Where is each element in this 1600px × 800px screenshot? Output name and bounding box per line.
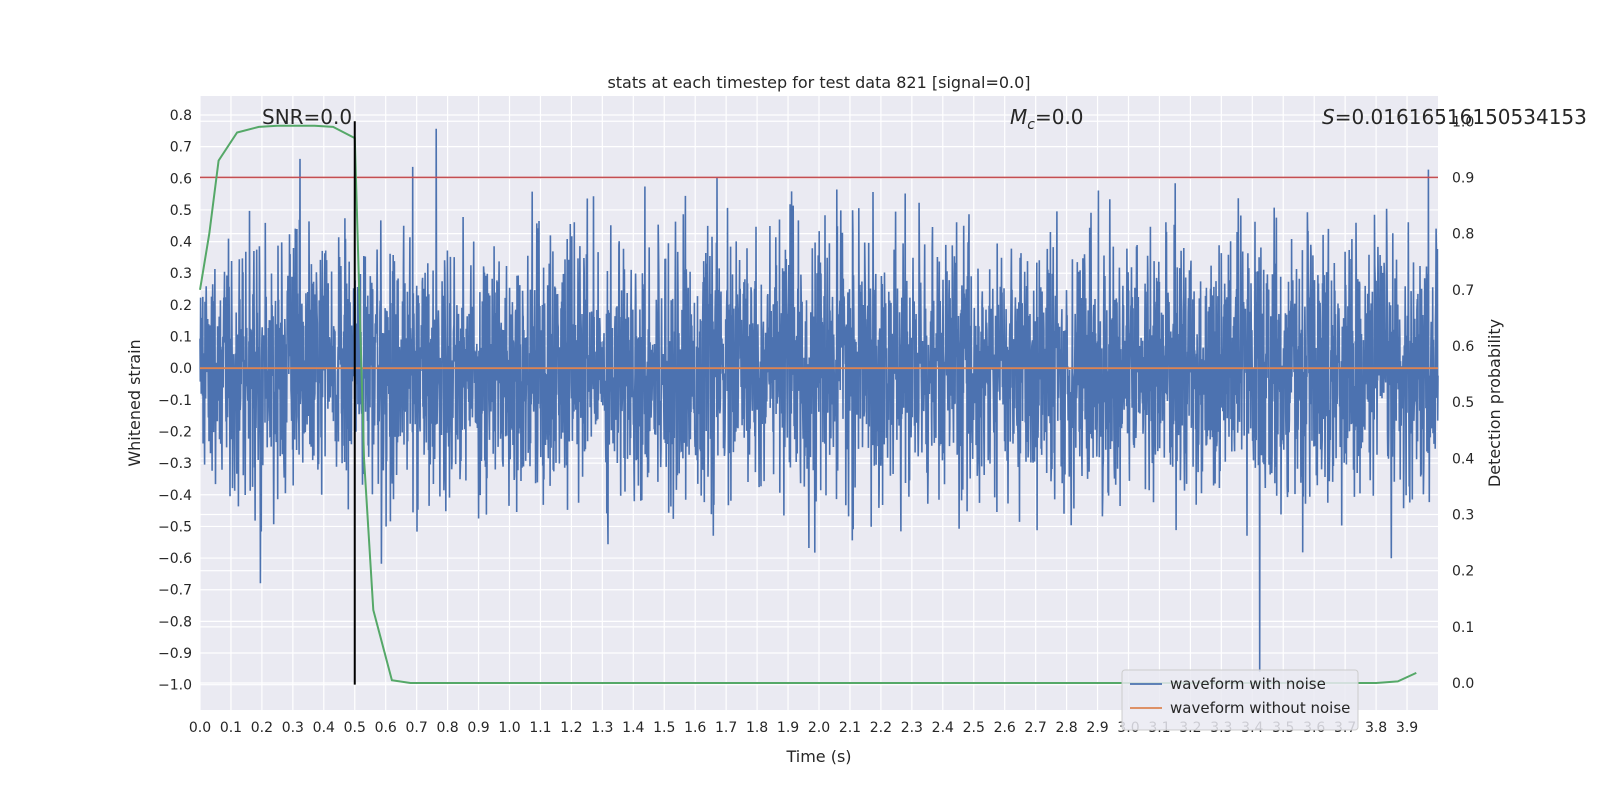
y2-tick-label: 0.4 bbox=[1452, 451, 1474, 467]
legend-box bbox=[1121, 669, 1359, 731]
x-tick-label: 0.0 bbox=[189, 720, 211, 736]
y-tick-label: −0.6 bbox=[158, 551, 192, 567]
y-tick-label: −1.0 bbox=[158, 678, 192, 694]
x-tick-label: 2.5 bbox=[963, 720, 985, 736]
legend-label-noise: waveform with noise bbox=[1170, 675, 1326, 693]
x-tick-label: 0.3 bbox=[282, 720, 304, 736]
x-tick-label: 0.9 bbox=[467, 720, 489, 736]
x-tick-label: 2.3 bbox=[901, 720, 923, 736]
y2-tick-label: 0.2 bbox=[1452, 564, 1474, 580]
y-tick-label: −0.9 bbox=[158, 646, 192, 662]
x-tick-label: 2.2 bbox=[870, 720, 892, 736]
legend-label-clean: waveform without noise bbox=[1170, 699, 1350, 717]
y-tick-label: 0.5 bbox=[170, 203, 192, 219]
x-tick-labels: 0.0 0.1 0.2 0.3 0.4 0.5 0.6 0.7 0.8 0.9 1.0 1.1 1.2 1… bbox=[189, 720, 1418, 736]
y2-tick-label: 0.3 bbox=[1452, 508, 1474, 524]
x-tick-label: 0.7 bbox=[406, 720, 428, 736]
x-tick-label: 0.8 bbox=[436, 720, 458, 736]
y-tick-label: −0.1 bbox=[158, 393, 192, 409]
x-tick-label: 2.4 bbox=[932, 720, 954, 736]
y-tick-label: 0.6 bbox=[170, 171, 192, 187]
x-tick-label: 1.5 bbox=[653, 720, 675, 736]
legend: waveform with noise waveform without noi… bbox=[1121, 669, 1359, 731]
y-tick-label: −0.3 bbox=[158, 456, 192, 472]
x-tick-label: 0.6 bbox=[375, 720, 397, 736]
y2-tick-label: 0.6 bbox=[1452, 339, 1474, 355]
y-axis-label: Whitened strain bbox=[125, 339, 144, 466]
x-tick-label: 2.7 bbox=[1025, 720, 1047, 736]
mc-annotation: Mc=0.0 bbox=[1010, 105, 1084, 133]
y2-tick-label: 0.0 bbox=[1452, 676, 1474, 692]
y-tick-label: −0.4 bbox=[158, 488, 192, 504]
y-tick-label: −0.5 bbox=[158, 519, 192, 535]
y-tick-label: −0.2 bbox=[158, 424, 192, 440]
x-tick-label: 1.2 bbox=[560, 720, 582, 736]
x-tick-label: 0.1 bbox=[220, 720, 242, 736]
mc-value: =0.0 bbox=[1035, 105, 1084, 129]
x-axis-label: Time (s) bbox=[785, 747, 851, 766]
x-tick-label: 0.5 bbox=[344, 720, 366, 736]
mc-symbol: M bbox=[1010, 105, 1027, 129]
snr-annotation: SNR=0.0 bbox=[262, 105, 352, 129]
y2-tick-label: 0.1 bbox=[1452, 620, 1474, 636]
chart-title: stats at each timestep for test data 821… bbox=[607, 73, 1030, 92]
x-tick-label: 2.8 bbox=[1055, 720, 1077, 736]
y2-tick-labels: 1.0 0.9 0.8 0.7 0.6 0.5 0.4 0.3 0.2 0.1 0.0 bbox=[1452, 114, 1474, 692]
x-tick-label: 1.8 bbox=[746, 720, 768, 736]
y2-tick-label: 0.7 bbox=[1452, 283, 1474, 299]
y-tick-label: 0.0 bbox=[170, 361, 192, 377]
s-value: =0.01616516150534153 bbox=[1335, 105, 1587, 129]
s-annotation: S=0.01616516150534153 bbox=[1322, 105, 1587, 129]
x-tick-label: 1.6 bbox=[684, 720, 706, 736]
x-tick-label: 0.2 bbox=[251, 720, 273, 736]
x-tick-label: 1.1 bbox=[529, 720, 551, 736]
y2-tick-label: 1.0 bbox=[1452, 114, 1474, 130]
y-tick-label: −0.8 bbox=[158, 614, 192, 630]
y-tick-label: 0.1 bbox=[170, 330, 192, 346]
x-tick-label: 2.9 bbox=[1086, 720, 1108, 736]
x-tick-label: 3.9 bbox=[1396, 720, 1418, 736]
x-tick-label: 3.8 bbox=[1365, 720, 1387, 736]
y-tick-label: 0.7 bbox=[170, 140, 192, 156]
x-tick-label: 1.3 bbox=[591, 720, 613, 736]
y-tick-label: 0.3 bbox=[170, 266, 192, 282]
x-tick-label: 1.9 bbox=[777, 720, 799, 736]
y2-tick-label: 0.9 bbox=[1452, 170, 1474, 186]
y-tick-label: −0.7 bbox=[158, 583, 192, 599]
y-tick-label: 0.2 bbox=[170, 298, 192, 314]
y2-axis-label: Detection probability bbox=[1485, 319, 1504, 487]
mc-subscript: c bbox=[1027, 117, 1035, 133]
y-tick-label: 0.4 bbox=[170, 235, 192, 251]
y2-tick-label: 0.5 bbox=[1452, 395, 1474, 411]
x-tick-label: 1.4 bbox=[622, 720, 644, 736]
y-tick-labels: 0.8 0.7 0.6 0.5 0.4 0.3 0.2 0.1 0.0 −0.1 −0.2 −0.3 −… bbox=[158, 108, 192, 694]
s-symbol: S bbox=[1322, 105, 1335, 129]
x-tick-label: 2.0 bbox=[808, 720, 830, 736]
x-tick-label: 1.7 bbox=[715, 720, 737, 736]
x-tick-label: 0.4 bbox=[313, 720, 335, 736]
x-tick-label: 1.0 bbox=[498, 720, 520, 736]
x-tick-label: 2.6 bbox=[994, 720, 1016, 736]
x-tick-label: 2.1 bbox=[839, 720, 861, 736]
y-tick-label: 0.8 bbox=[170, 108, 192, 124]
y2-tick-label: 0.8 bbox=[1452, 227, 1474, 243]
series-waveform-with-noise bbox=[199, 128, 1439, 672]
